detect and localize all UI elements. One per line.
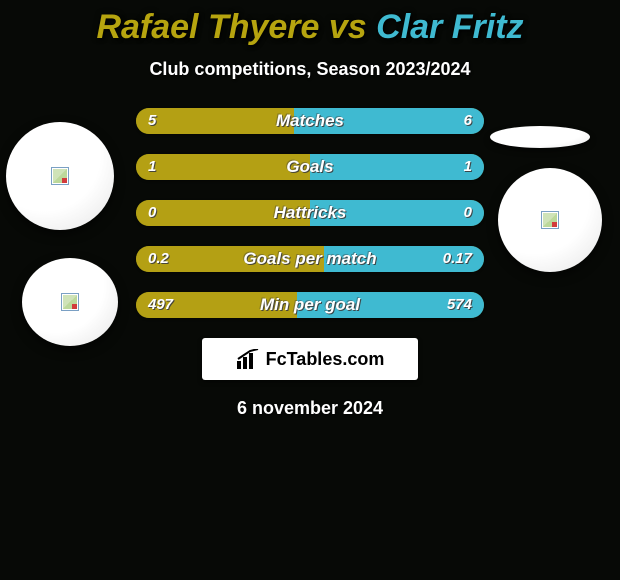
broken-image-icon xyxy=(541,211,559,229)
stat-row: Min per goal497574 xyxy=(136,292,484,318)
stat-row: Goals per match0.20.17 xyxy=(136,246,484,272)
comparison-bars: Matches56 Goals11 Hattricks00 Goals per mat… xyxy=(136,108,484,318)
stat-bar-left xyxy=(136,108,294,134)
stat-bar-left xyxy=(136,292,297,318)
stat-row: Hattricks00 xyxy=(136,200,484,226)
stat-bar-right xyxy=(310,200,484,226)
brand-text: FcTables.com xyxy=(266,349,385,370)
broken-image-icon xyxy=(61,293,79,311)
title-player-left: Rafael Thyere xyxy=(96,8,319,46)
title-player-right: Clar Fritz xyxy=(376,8,523,46)
decor-circle xyxy=(22,258,118,346)
stat-bar-right xyxy=(310,154,484,180)
stat-row: Goals11 xyxy=(136,154,484,180)
stat-row: Matches56 xyxy=(136,108,484,134)
page-title: Rafael Thyere vs Clar Fritz xyxy=(0,8,620,47)
decor-circle xyxy=(498,168,602,272)
stat-bar-right xyxy=(297,292,484,318)
stat-bar-left xyxy=(136,200,310,226)
title-vs: vs xyxy=(319,8,376,46)
brand-badge: FcTables.com xyxy=(202,338,418,380)
stat-bar-right xyxy=(294,108,484,134)
decor-circle xyxy=(6,122,114,230)
chart-icon xyxy=(236,349,260,369)
decor-ellipse xyxy=(490,126,590,148)
subtitle: Club competitions, Season 2023/2024 xyxy=(0,59,620,80)
broken-image-icon xyxy=(51,167,69,185)
stat-bar-left xyxy=(136,246,324,272)
footer-date: 6 november 2024 xyxy=(0,398,620,419)
stat-bar-left xyxy=(136,154,310,180)
stat-bar-right xyxy=(324,246,484,272)
